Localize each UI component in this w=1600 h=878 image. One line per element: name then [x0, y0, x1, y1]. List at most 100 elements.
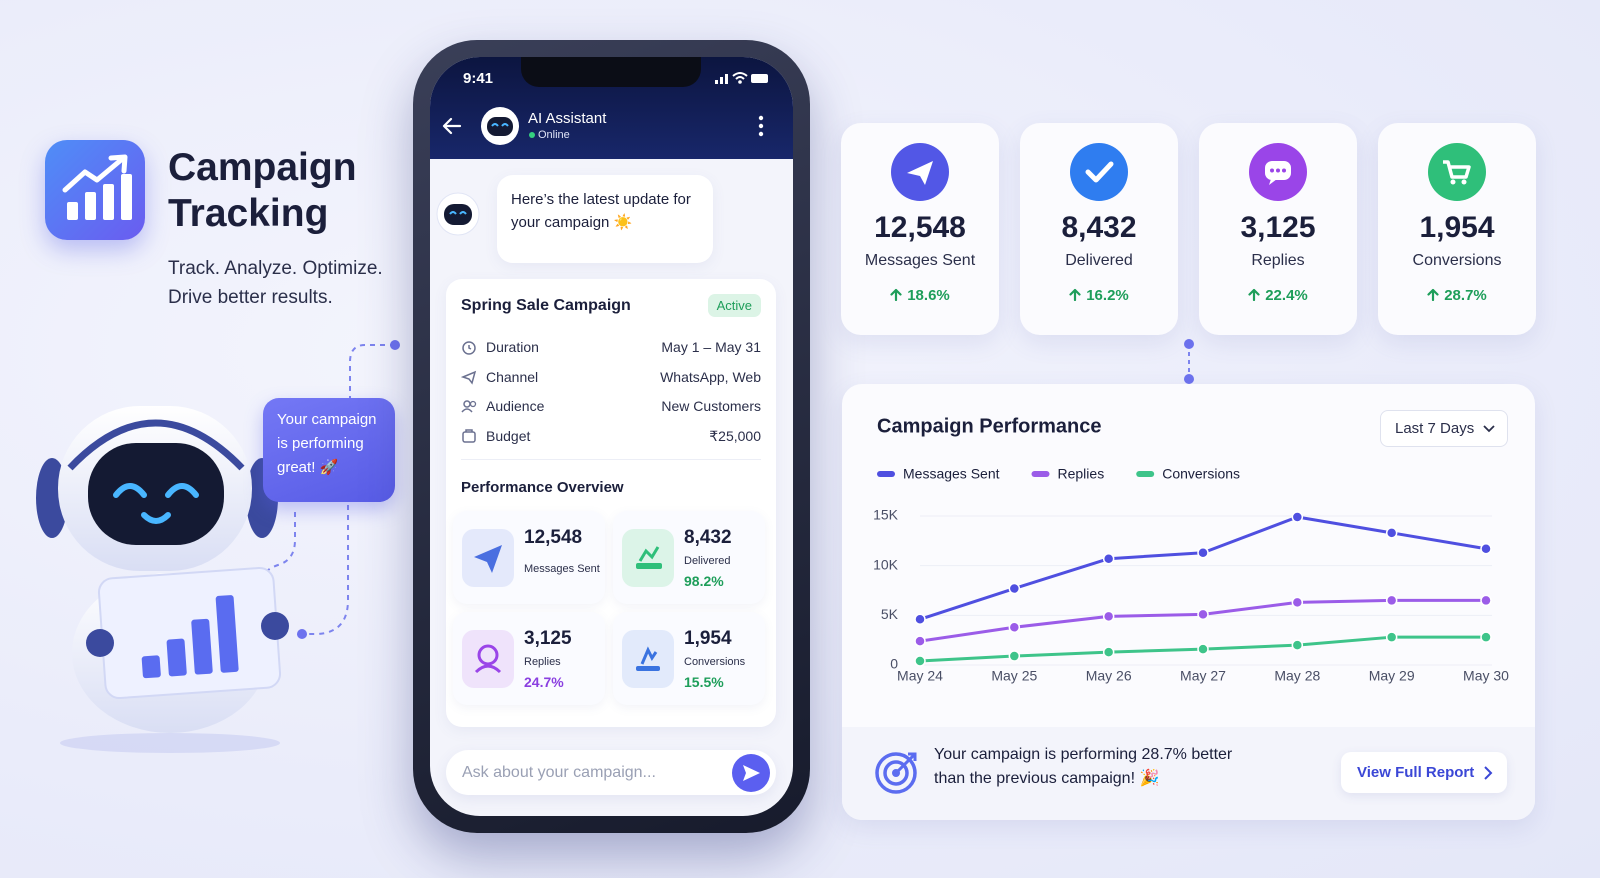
- back-button[interactable]: [440, 114, 464, 138]
- stat-change: 28.7%: [1378, 287, 1536, 304]
- icon-shape: [1443, 160, 1471, 179]
- y-tick-label: 15K: [873, 507, 899, 523]
- data-point: [1197, 643, 1209, 655]
- chevron-path: [1484, 766, 1493, 780]
- campaign-name: Spring Sale Campaign: [461, 297, 631, 314]
- stat-icon: [1428, 143, 1486, 201]
- x-tick-label: May 28: [1274, 668, 1320, 684]
- data-point: [1008, 582, 1021, 595]
- icon-shape: [1069, 288, 1081, 302]
- tile-value: 3,125: [524, 628, 572, 649]
- divider: [461, 459, 761, 460]
- overview-tile: 1,954 Conversions 15.5%: [613, 612, 765, 705]
- icon-shape: [1450, 179, 1456, 185]
- legend-label: Conversions: [1162, 466, 1240, 482]
- campaign-status: Active: [707, 294, 761, 317]
- icon-bar: [85, 192, 96, 220]
- data-point: [1102, 552, 1115, 565]
- detail-label: Duration: [486, 339, 539, 355]
- avatar-eyes: [491, 123, 509, 127]
- icon-shape: [462, 430, 476, 443]
- hero-tagline: Drive better results.: [168, 287, 333, 308]
- up-arrow: [1427, 288, 1439, 302]
- icon-shape: [890, 288, 902, 302]
- data-point: [914, 635, 926, 647]
- back-arrow: [442, 117, 462, 135]
- stat-value: 1,954: [1419, 211, 1495, 244]
- icon-bar: [103, 184, 114, 220]
- board-bar: [215, 595, 239, 673]
- board-bar: [166, 638, 187, 677]
- data-point: [914, 655, 926, 667]
- avatar-visor: [487, 117, 513, 136]
- avatar-eyes: [449, 211, 467, 215]
- legend-swatch: [1136, 471, 1155, 477]
- stat-label: Conversions: [1412, 252, 1502, 269]
- icon-shape: [622, 529, 674, 587]
- up-arrow: [890, 288, 902, 302]
- detail-icon: [462, 341, 476, 355]
- chart-card: Campaign Performance 0 5K 10K 15K May 24 May …: [842, 384, 1535, 820]
- robot-hand: [261, 612, 289, 640]
- target-icon: [875, 752, 917, 794]
- stat-change: 16.2%: [1020, 287, 1178, 304]
- legend-label: Replies: [1058, 466, 1105, 482]
- view-report-button[interactable]: View Full Report: [1341, 752, 1507, 793]
- tile-rate: 98.2%: [684, 573, 724, 589]
- period-dropdown[interactable]: Last 7 Days: [1380, 410, 1508, 447]
- insight-text: Your campaign is performing 28.7% better…: [934, 746, 1233, 787]
- stat-value: 12,548: [874, 211, 966, 244]
- detail-label: Audience: [486, 398, 545, 414]
- menu-dot: [758, 115, 764, 121]
- tile-rate: 15.5%: [684, 674, 724, 690]
- connector-dot: [297, 629, 307, 639]
- campaign-card: Spring Sale Campaign Active Performance …: [446, 279, 776, 727]
- stat-change-value: 16.2%: [1086, 287, 1129, 304]
- icon-shape: [1276, 168, 1280, 173]
- insight-strip: Your campaign is performing 28.7% better…: [842, 727, 1535, 820]
- detail-label: Channel: [486, 368, 539, 385]
- stat-label: Replies: [1251, 252, 1305, 269]
- tile-rate: 24.7%: [524, 674, 564, 690]
- stat-value: 8,432: [1061, 211, 1137, 244]
- stat-change-value: 18.6%: [907, 287, 950, 304]
- assistant-status: Online: [538, 129, 570, 141]
- stat-label: Delivered: [1065, 252, 1133, 269]
- chevron: [1484, 766, 1493, 780]
- icon-shape: [474, 664, 502, 674]
- icon-trend: [62, 157, 124, 193]
- avatar-visor: [444, 204, 472, 225]
- robot: [36, 406, 289, 753]
- assistant-name: AI Assistant: [528, 110, 607, 127]
- x-tick-label: May 30: [1463, 668, 1509, 684]
- icon-shape: [463, 400, 471, 408]
- overview-title: Performance Overview: [461, 479, 624, 496]
- x-tick-label: May 29: [1369, 668, 1415, 684]
- detail-value: May 1 – May 31: [661, 339, 761, 355]
- icon-shape: [462, 341, 476, 355]
- board-bar: [191, 618, 213, 675]
- icon-bar: [121, 174, 132, 220]
- data-point: [1102, 610, 1115, 623]
- detail-icon: [462, 428, 476, 443]
- chat-input[interactable]: Ask about your campaign...: [446, 750, 776, 795]
- menu-button[interactable]: [755, 114, 767, 138]
- menu-dot: [758, 131, 764, 137]
- robot-shadow: [60, 733, 280, 753]
- send-button[interactable]: [731, 753, 771, 793]
- message-bubble: Here’s the latest update for your campai…: [497, 175, 713, 263]
- stat-card: 1,954 Conversions 28.7%: [1378, 123, 1536, 335]
- icon-shape: [1461, 179, 1467, 185]
- x-tick-label: May 27: [1180, 668, 1226, 684]
- chevron-path: [1483, 425, 1495, 433]
- robot-band: [67, 419, 245, 471]
- tile-icon: [462, 630, 514, 688]
- board: [97, 567, 282, 700]
- tile-label: Replies: [524, 656, 561, 668]
- legend-label: Messages Sent: [903, 466, 1000, 482]
- x-tick-label: May 26: [1086, 668, 1132, 684]
- data-point: [1291, 511, 1304, 523]
- tile-icon: [622, 630, 674, 688]
- tile-value: 12,548: [524, 527, 583, 548]
- hero-title: Campaign Tracking: [168, 146, 357, 235]
